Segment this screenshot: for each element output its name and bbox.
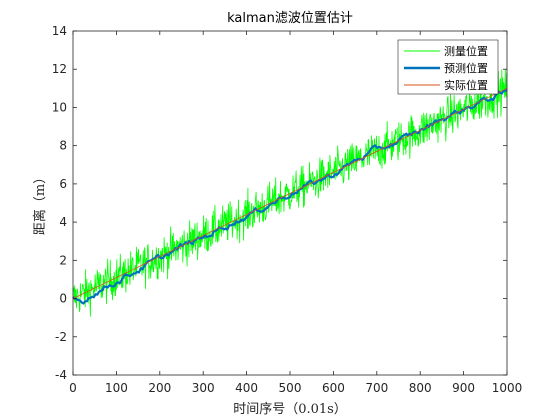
y-tick-label: 8 bbox=[59, 139, 67, 153]
y-axis-label: 距离（m） bbox=[32, 171, 48, 235]
x-tick-label: 0 bbox=[69, 381, 77, 395]
x-tick-label: 900 bbox=[452, 381, 475, 395]
legend: 测量位置 预测位置 实际位置 bbox=[397, 39, 499, 95]
y-tick-label: -2 bbox=[55, 330, 67, 344]
y-tick-label: 12 bbox=[52, 62, 67, 76]
x-tick-label: 200 bbox=[148, 381, 171, 395]
x-tick-label: 800 bbox=[409, 381, 432, 395]
tick-layer: 0 100 200 300 400 500 600 700 800 900 1000 -4 -2 0 2 4 6… bbox=[52, 24, 523, 395]
x-tick-label: 300 bbox=[192, 381, 215, 395]
series-line-actual bbox=[72, 87, 508, 299]
x-tick-label: 1000 bbox=[492, 381, 523, 395]
legend-label-predicted: 预测位置 bbox=[444, 61, 488, 75]
y-tick-label: 14 bbox=[52, 24, 67, 38]
y-tick-label: -4 bbox=[55, 368, 67, 382]
x-axis-label: 时间序号（0.01s） bbox=[233, 402, 347, 417]
x-tick-label: 100 bbox=[105, 381, 128, 395]
legend-label-actual: 实际位置 bbox=[444, 78, 488, 92]
series-line-predicted bbox=[72, 88, 508, 305]
legend-label-measured: 测量位置 bbox=[444, 44, 488, 58]
series-layer bbox=[72, 69, 508, 317]
y-tick-label: 10 bbox=[52, 100, 67, 114]
x-tick-label: 500 bbox=[279, 381, 302, 395]
y-tick-label: 4 bbox=[59, 215, 67, 229]
x-tick-label: 700 bbox=[365, 381, 388, 395]
y-tick-label: 2 bbox=[59, 253, 67, 267]
x-tick-label: 400 bbox=[235, 381, 258, 395]
chart-title: kalman滤波位置估计 bbox=[227, 11, 353, 26]
x-tick-label: 600 bbox=[322, 381, 345, 395]
y-tick-label: 0 bbox=[59, 292, 67, 306]
y-tick-label: 6 bbox=[59, 177, 67, 191]
